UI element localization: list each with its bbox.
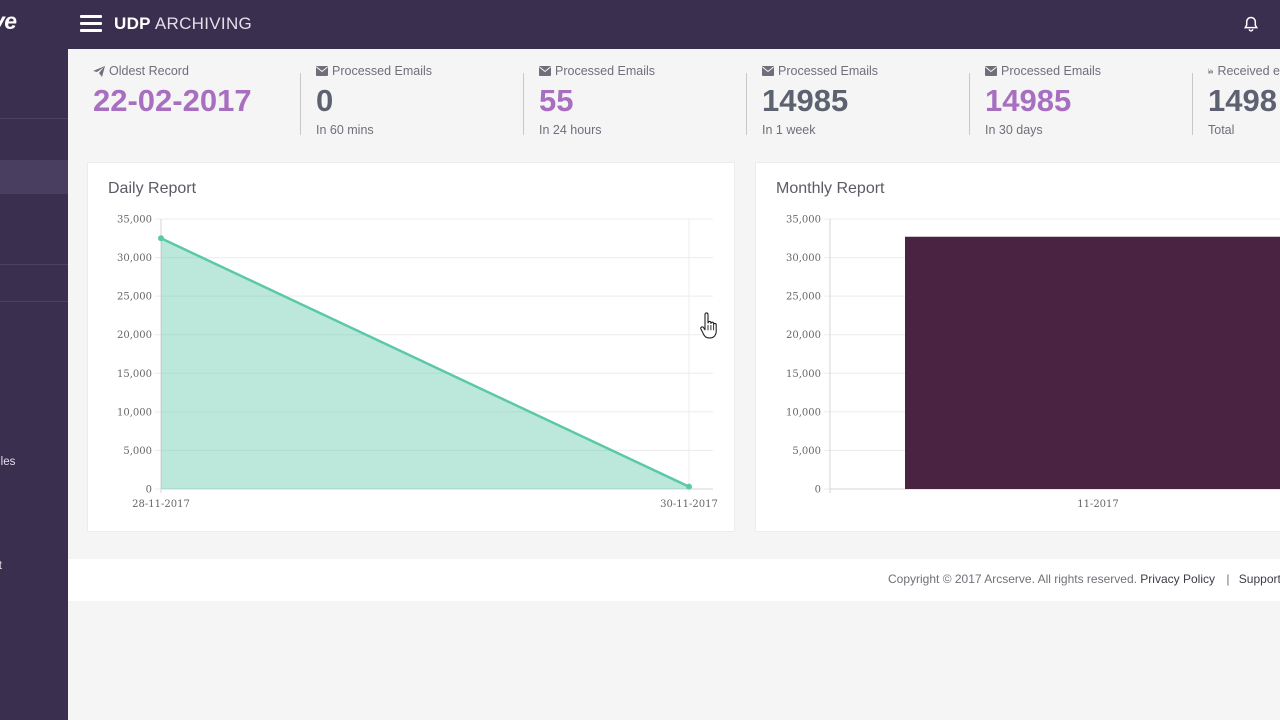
stat-label-text: Processed Emails bbox=[332, 64, 433, 78]
sidebar: tor ting on Rules s ement bbox=[0, 49, 68, 720]
bar-chart-icon bbox=[1208, 68, 1214, 74]
footer: Copyright © 2017 Arcserve. All rights re… bbox=[68, 559, 1280, 601]
y-tick-label: 20,000 bbox=[117, 330, 152, 341]
stat-label: Oldest Record bbox=[93, 64, 252, 78]
sidebar-item-monitor[interactable]: tor bbox=[0, 84, 68, 98]
stat-label-text: Processed Emails bbox=[1001, 64, 1102, 78]
sidebar-item-reporting[interactable]: ting bbox=[0, 207, 68, 219]
daily-report-panel: Daily Report 0 5,000 10,000 15,000 20,000 25,… bbox=[87, 162, 735, 532]
y-tick-label: 25,000 bbox=[786, 292, 821, 303]
y-tick-label: 5,000 bbox=[123, 446, 152, 457]
series-line bbox=[160, 237, 690, 488]
stat-subtitle: Total bbox=[1208, 123, 1235, 137]
stat-processed-24h: Processed Emails 55 In 24 hours bbox=[539, 64, 655, 140]
stat-label: Processed Emails bbox=[539, 64, 655, 78]
y-tick-label: 25,000 bbox=[117, 292, 152, 303]
stat-processed-1week: Processed Emails 14985 In 1 week bbox=[762, 64, 878, 140]
sidebar-item-rules[interactable]: on Rules bbox=[0, 456, 16, 468]
stat-divider bbox=[523, 73, 524, 135]
envelope-icon bbox=[985, 66, 997, 76]
stat-label: Processed Emails bbox=[985, 64, 1101, 78]
y-tick-label: 20,000 bbox=[786, 330, 821, 341]
stat-divider bbox=[969, 73, 970, 135]
stat-value: 0 bbox=[316, 83, 334, 118]
stat-divider bbox=[300, 73, 301, 135]
stat-label-text: Received e bbox=[1217, 64, 1280, 78]
app-title: UDP ARCHIVING bbox=[114, 14, 252, 34]
stat-processed-30days: Processed Emails 14985 In 30 days bbox=[985, 64, 1101, 140]
footer-separator: | bbox=[1226, 572, 1230, 586]
stat-divider bbox=[746, 73, 747, 135]
monthly-report-panel: Monthly Report 0 5,000 10,000 15,000 20,000 2… bbox=[755, 162, 1280, 532]
daily-report-title: Daily Report bbox=[108, 180, 197, 197]
stat-label-text: Processed Emails bbox=[778, 64, 879, 78]
hand-cursor-icon bbox=[700, 312, 717, 339]
footer-text: Copyright © 2017 Arcserve. All rights re… bbox=[888, 572, 1280, 586]
x-tick-label: 28-11-2017 bbox=[132, 499, 190, 510]
y-tick-label: 30,000 bbox=[786, 253, 821, 264]
brand-logo: ve bbox=[0, 8, 17, 34]
stat-subtitle: In 1 week bbox=[762, 123, 816, 137]
stat-subtitle: In 30 days bbox=[985, 123, 1043, 137]
sidebar-divider bbox=[0, 264, 68, 265]
app-title-bold: UDP bbox=[114, 14, 151, 33]
sidebar-divider bbox=[0, 118, 68, 119]
app-title-light: ARCHIVING bbox=[154, 14, 253, 33]
monthly-report-chart: 0 5,000 10,000 15,000 20,000 25,000 30,000 35,0… bbox=[786, 215, 1280, 510]
stat-value: 1498 bbox=[1208, 83, 1277, 118]
y-tick-label: 15,000 bbox=[117, 369, 152, 380]
y-tick-label: 35,000 bbox=[117, 215, 152, 226]
stat-label: Processed Emails bbox=[316, 64, 432, 78]
stat-label: Received e bbox=[1208, 64, 1280, 78]
stat-received: Received e 1498 Total bbox=[1208, 64, 1280, 140]
stat-value: 22-02-2017 bbox=[93, 83, 252, 118]
y-tick-label: 15,000 bbox=[786, 369, 821, 380]
envelope-icon bbox=[762, 66, 774, 76]
daily-report-chart: 0 5,000 10,000 15,000 20,000 25,000 30,000 35,0… bbox=[117, 215, 718, 511]
x-tick-label: 30-11-2017 bbox=[660, 499, 718, 510]
privacy-policy-link[interactable]: Privacy Policy bbox=[1140, 572, 1215, 586]
monthly-report-title: Monthly Report bbox=[776, 180, 885, 197]
y-tick-label: 0 bbox=[815, 485, 821, 496]
y-tick-label: 30,000 bbox=[117, 253, 152, 264]
sidebar-item-s[interactable]: s bbox=[0, 491, 68, 503]
stat-divider bbox=[1192, 73, 1193, 135]
bar bbox=[905, 236, 1280, 489]
y-tick-label: 10,000 bbox=[786, 407, 821, 418]
y-tick-label: 10,000 bbox=[117, 407, 152, 418]
sidebar-item-management[interactable]: ement bbox=[0, 560, 68, 572]
data-point bbox=[158, 235, 164, 242]
stat-label: Processed Emails bbox=[762, 64, 878, 78]
stat-value: 14985 bbox=[985, 83, 1072, 118]
stat-subtitle: In 24 hours bbox=[539, 123, 602, 137]
sidebar-divider bbox=[0, 301, 68, 302]
y-tick-label: 5,000 bbox=[792, 446, 821, 457]
bell-icon[interactable] bbox=[1242, 15, 1260, 33]
stat-subtitle: In 60 mins bbox=[316, 123, 374, 137]
y-tick-label: 35,000 bbox=[786, 215, 821, 226]
envelope-icon bbox=[539, 66, 551, 76]
hamburger-icon[interactable] bbox=[80, 15, 102, 33]
sidebar-item-active[interactable] bbox=[0, 160, 68, 194]
y-tick-label: 0 bbox=[146, 485, 152, 496]
support-link[interactable]: Support l bbox=[1238, 572, 1280, 586]
x-tick-label: 11-2017 bbox=[1077, 499, 1119, 510]
stat-label-text: Oldest Record bbox=[109, 64, 189, 78]
stat-value: 14985 bbox=[762, 83, 849, 118]
data-point bbox=[686, 483, 692, 490]
copyright-text: Copyright © 2017 Arcserve. All rights re… bbox=[888, 572, 1137, 586]
stat-label-text: Processed Emails bbox=[555, 64, 656, 78]
stat-value: 55 bbox=[539, 83, 574, 118]
stat-oldest-record: Oldest Record 22-02-2017 bbox=[93, 64, 252, 140]
paper-plane-icon bbox=[93, 65, 105, 77]
top-bar: ve UDP ARCHIVING bbox=[0, 0, 1280, 49]
envelope-icon bbox=[316, 66, 328, 76]
stat-processed-60min: Processed Emails 0 In 60 mins bbox=[316, 64, 432, 140]
